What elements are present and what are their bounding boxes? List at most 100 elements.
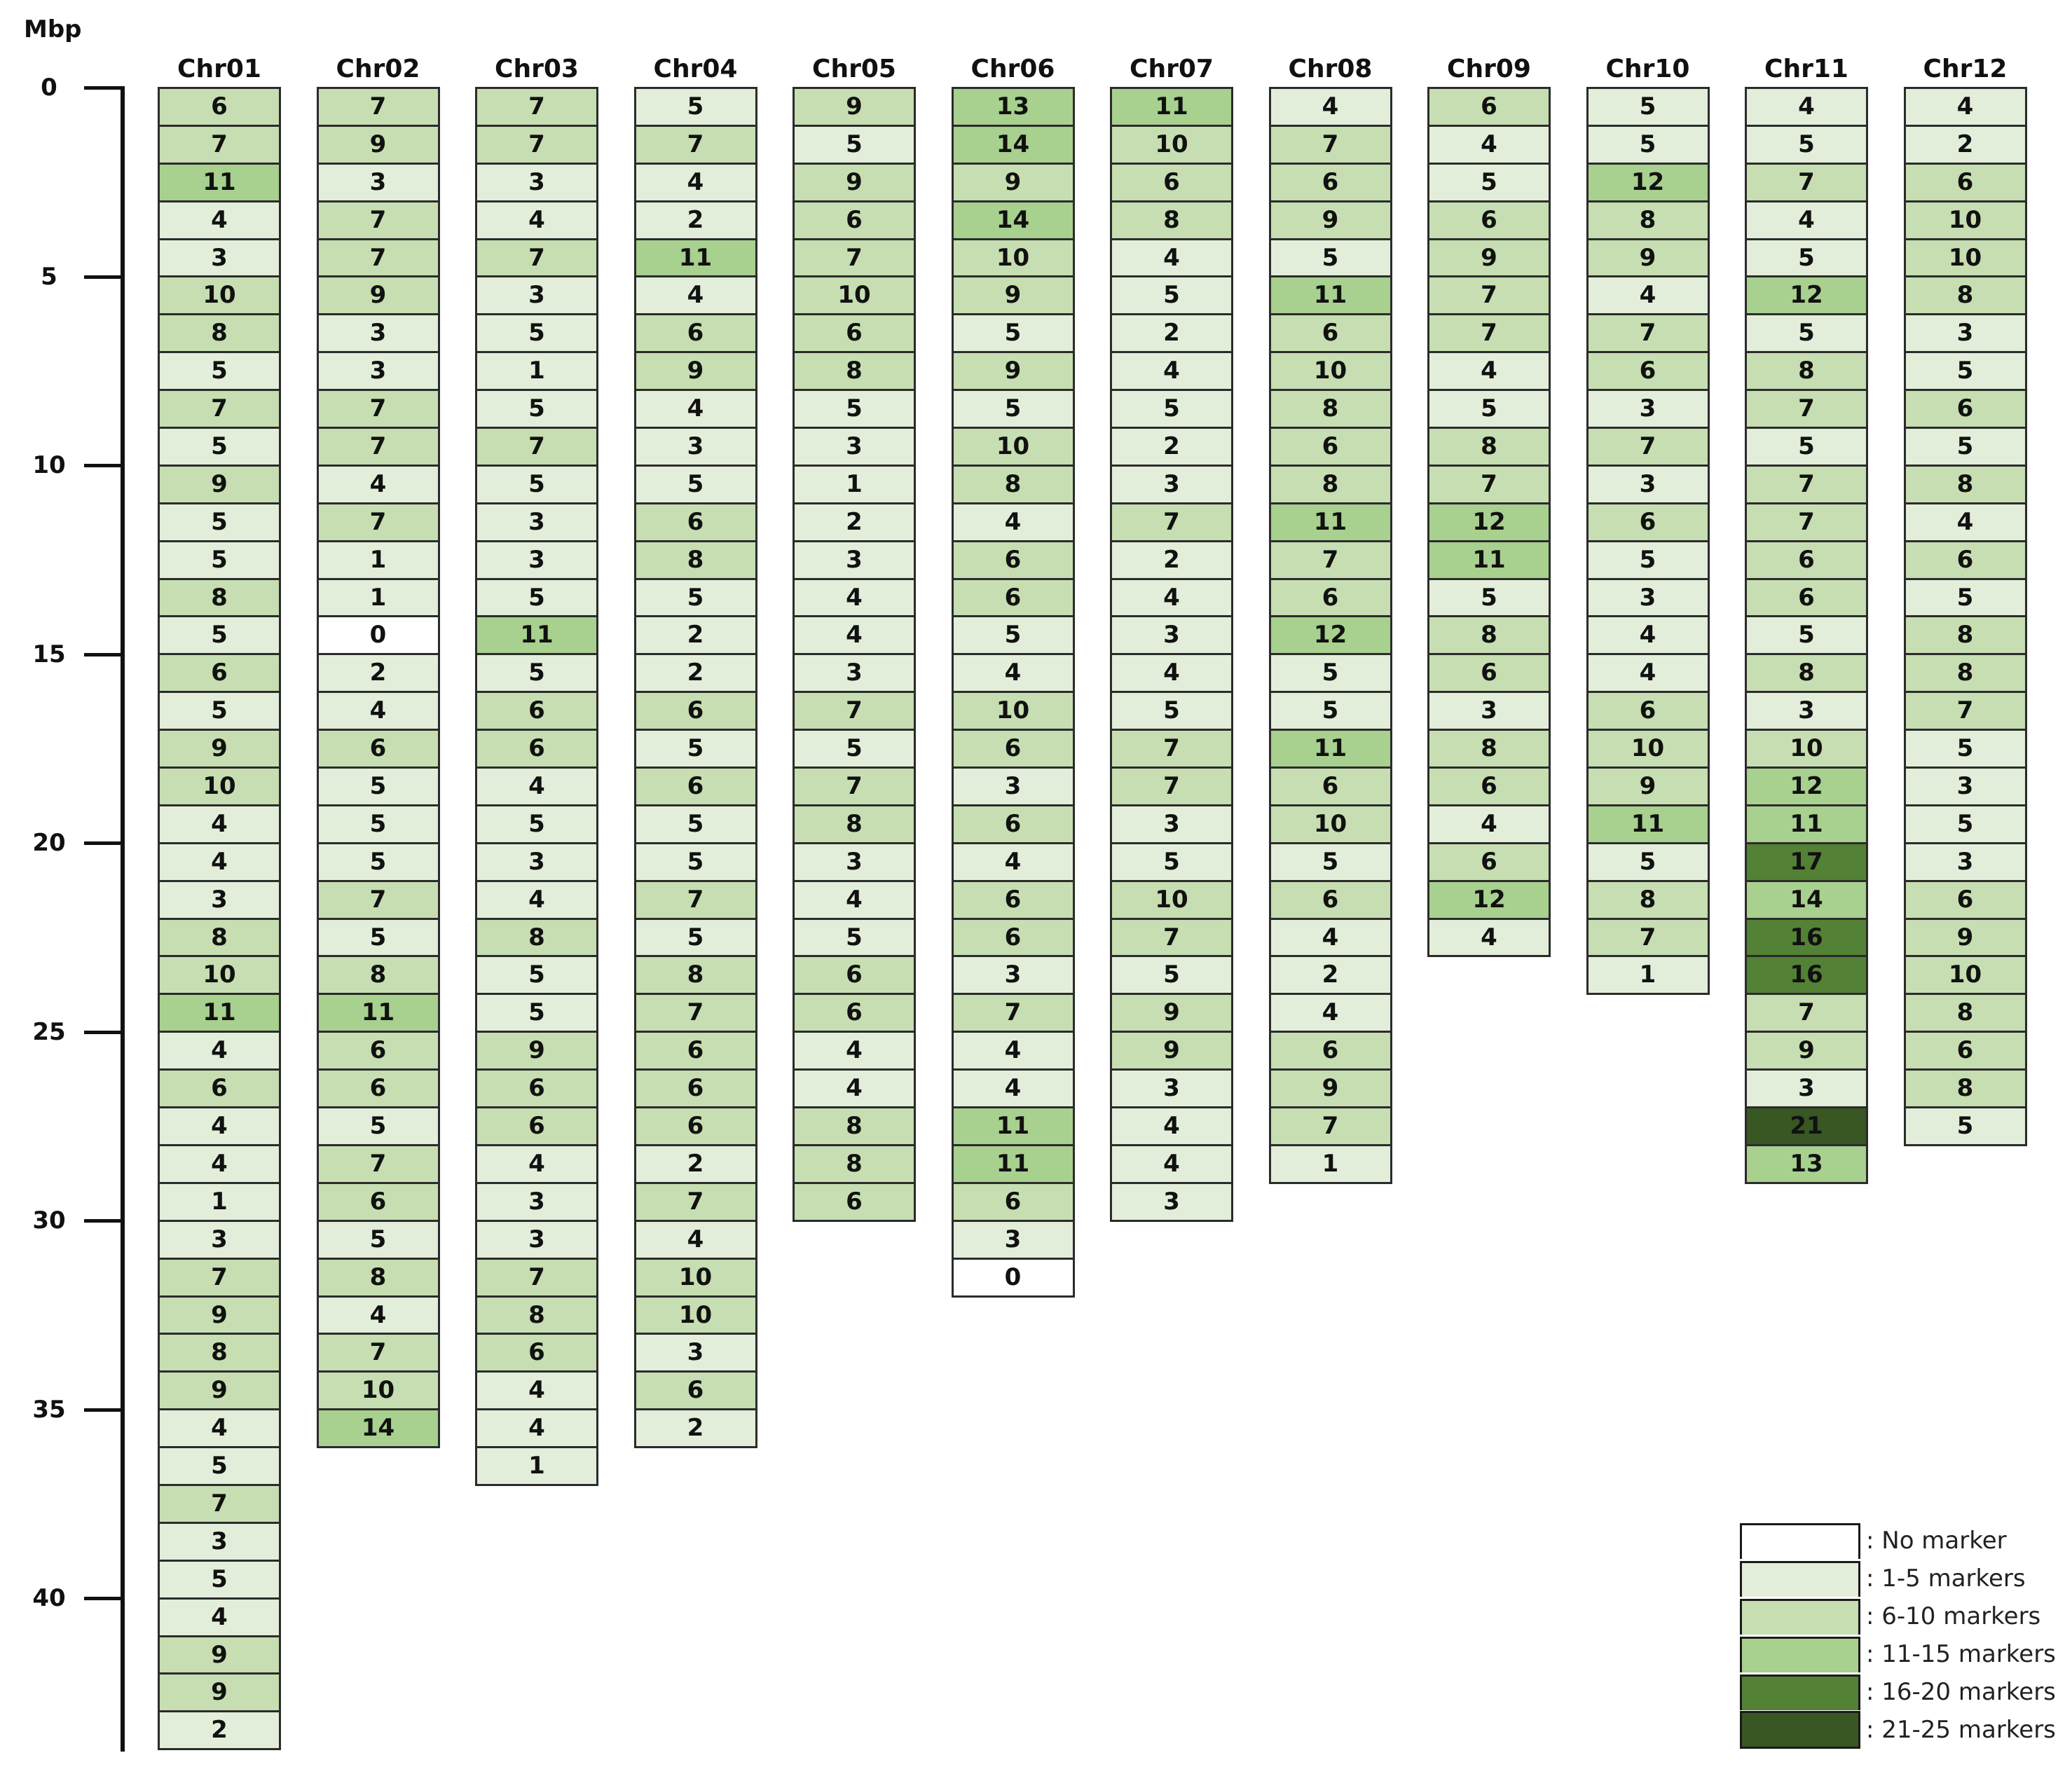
marker-bin: 10 xyxy=(953,240,1073,278)
marker-bin: 5 xyxy=(1112,693,1231,731)
marker-bin: 3 xyxy=(636,429,755,467)
y-tick xyxy=(84,1030,125,1034)
marker-bin: 11 xyxy=(1112,89,1231,127)
marker-bin: 4 xyxy=(1429,919,1549,958)
marker-bin: 10 xyxy=(160,769,279,806)
marker-bin: 1 xyxy=(795,466,914,504)
marker-bin: 6 xyxy=(953,881,1073,920)
marker-bin: 4 xyxy=(1588,655,1708,694)
legend: : No marker: 1-5 markers: 6-10 markers: … xyxy=(1740,1522,2056,1749)
marker-bin: 9 xyxy=(160,1637,279,1675)
marker-bin: 6 xyxy=(1270,881,1390,920)
marker-bin: 3 xyxy=(318,164,438,202)
marker-bin: 8 xyxy=(1270,391,1390,429)
marker-bin: 5 xyxy=(1270,844,1390,882)
marker-bin: 7 xyxy=(477,126,596,165)
marker-bin: 8 xyxy=(1429,731,1549,769)
marker-bin: 5 xyxy=(1905,579,2025,618)
marker-bin: 6 xyxy=(1747,542,1866,580)
marker-bin: 2 xyxy=(636,617,755,656)
marker-bin: 3 xyxy=(477,277,596,316)
marker-bin: 5 xyxy=(1112,957,1231,996)
marker-bin: 10 xyxy=(1588,731,1708,769)
marker-bin: 12 xyxy=(1429,881,1549,920)
marker-bin: 3 xyxy=(1588,391,1708,429)
marker-bin: 5 xyxy=(318,806,438,844)
marker-bin: 7 xyxy=(1270,542,1390,580)
y-tick xyxy=(84,652,125,656)
chromosome-chr08: Chr08 4 7 6 9 5 11 6 10 8 6 8 11 7 6 12 5 5 11 6 10 5 6 4 2 4 6 9 7 1 xyxy=(1268,52,1392,1184)
marker-bin: 5 xyxy=(636,466,755,504)
marker-bin: 5 xyxy=(636,919,755,958)
marker-bin: 5 xyxy=(795,919,914,958)
marker-bin: 2 xyxy=(636,655,755,694)
marker-bin: 8 xyxy=(160,315,279,354)
marker-bin: 3 xyxy=(1588,579,1708,618)
marker-bin: 21 xyxy=(1747,1108,1866,1146)
marker-bin: 6 xyxy=(477,693,596,731)
marker-bin: 9 xyxy=(160,1675,279,1713)
legend-swatch xyxy=(1740,1711,1860,1749)
marker-bin: 2 xyxy=(1905,126,2025,165)
marker-bin: 17 xyxy=(1747,844,1866,882)
marker-bin: 7 xyxy=(1270,1108,1390,1146)
marker-bin: 9 xyxy=(953,353,1073,392)
marker-bin: 4 xyxy=(1112,1108,1231,1146)
chromosome-bar: 6 4 5 6 9 7 7 4 5 8 7 12 11 5 8 6 3 8 6 4 6 12 4 xyxy=(1427,87,1551,958)
marker-bin: 8 xyxy=(1905,655,2025,694)
marker-bin: 3 xyxy=(477,844,596,882)
marker-bin: 7 xyxy=(1588,429,1708,467)
marker-bin: 9 xyxy=(1270,202,1390,240)
marker-bin: 5 xyxy=(795,391,914,429)
marker-bin: 3 xyxy=(1112,617,1231,656)
marker-bin: 7 xyxy=(160,126,279,165)
y-tick-label: 25 xyxy=(32,1017,66,1046)
y-tick xyxy=(84,1597,125,1600)
marker-bin: 4 xyxy=(1112,579,1231,618)
chromosome-bar: 11 10 6 8 4 5 2 4 5 2 3 7 2 4 3 4 5 7 7 3 5 10 7 5 9 9 3 4 4 3 xyxy=(1110,87,1233,1222)
marker-bin: 9 xyxy=(160,1297,279,1335)
marker-bin: 4 xyxy=(318,466,438,504)
marker-bin: 7 xyxy=(318,89,438,127)
marker-bin: 6 xyxy=(318,1033,438,1071)
y-tick-label: 30 xyxy=(32,1206,66,1235)
marker-bin: 6 xyxy=(636,1108,755,1146)
chromosome-title: Chr08 xyxy=(1288,55,1373,83)
marker-bin: 6 xyxy=(1429,202,1549,240)
marker-bin: 7 xyxy=(477,240,596,278)
marker-bin: 9 xyxy=(1588,240,1708,278)
chromosome-bar: 7 9 3 7 7 9 3 3 7 7 4 7 1 1 0 2 4 6 5 5 5 7 5 8 11 6 6 5 7 6 5 8 4 7 10 14 xyxy=(316,87,440,1449)
marker-bin: 4 xyxy=(1270,995,1390,1033)
marker-bin: 1 xyxy=(1588,957,1708,996)
marker-bin: 14 xyxy=(953,126,1073,165)
marker-bin: 6 xyxy=(795,995,914,1033)
marker-bin: 14 xyxy=(1747,881,1866,920)
marker-bin: 3 xyxy=(160,240,279,278)
marker-bin: 8 xyxy=(1112,202,1231,240)
marker-bin: 11 xyxy=(160,995,279,1033)
marker-bin: 6 xyxy=(1429,769,1549,806)
marker-bin: 9 xyxy=(1429,240,1549,278)
marker-bin: 5 xyxy=(318,769,438,806)
marker-bin: 5 xyxy=(160,504,279,542)
marker-bin: 5 xyxy=(636,806,755,844)
marker-bin: 5 xyxy=(160,617,279,656)
marker-bin: 8 xyxy=(477,919,596,958)
marker-bin: 2 xyxy=(1112,315,1231,354)
marker-bin: 3 xyxy=(1112,466,1231,504)
marker-bin: 9 xyxy=(318,277,438,316)
marker-bin: 6 xyxy=(1588,353,1708,392)
legend-item: : No marker xyxy=(1740,1522,2056,1560)
marker-bin: 3 xyxy=(477,1221,596,1260)
marker-bin: 4 xyxy=(160,844,279,882)
legend-item: : 21-25 markers xyxy=(1740,1711,2056,1749)
legend-swatch xyxy=(1740,1522,1860,1559)
y-tick-label: 35 xyxy=(32,1395,66,1424)
marker-bin: 0 xyxy=(953,1259,1073,1298)
marker-bin: 6 xyxy=(1905,164,2025,202)
marker-bin: 12 xyxy=(1747,277,1866,316)
marker-bin: 5 xyxy=(953,315,1073,354)
marker-bin: 3 xyxy=(795,429,914,467)
marker-bin: 4 xyxy=(795,579,914,618)
marker-bin: 11 xyxy=(636,240,755,278)
